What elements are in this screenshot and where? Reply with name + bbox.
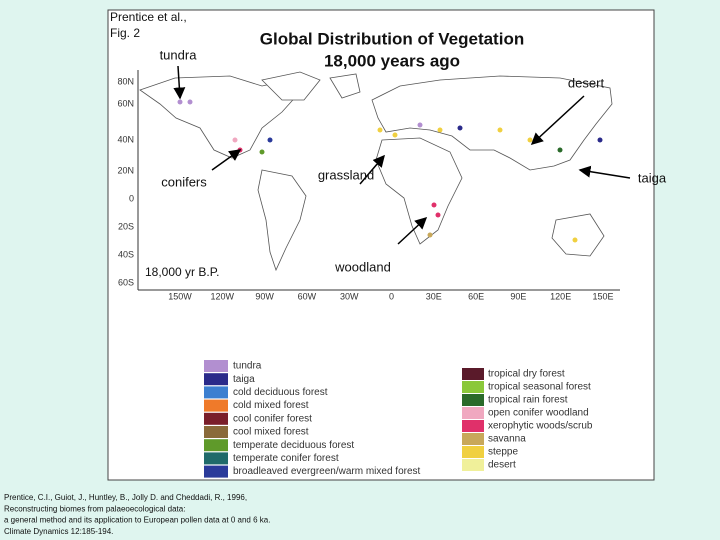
annotation: taiga xyxy=(638,170,667,185)
legend-swatch xyxy=(462,446,484,458)
legend-swatch xyxy=(462,407,484,419)
annotation: tundra xyxy=(160,47,198,62)
legend-label: cool mixed forest xyxy=(233,427,309,438)
legend-label: broadleaved evergreen/warm mixed forest xyxy=(233,466,421,477)
lon-label: 30E xyxy=(426,291,442,301)
lon-label: 60W xyxy=(298,291,317,301)
legend-label: taiga xyxy=(233,374,255,385)
arrows xyxy=(173,65,631,245)
author: Prentice et al., xyxy=(110,10,187,24)
legend-label: temperate conifer forest xyxy=(233,453,339,464)
lat-label: 40N xyxy=(117,134,134,144)
lat-label: 80N xyxy=(117,76,134,86)
lon-label: 150E xyxy=(592,291,613,301)
citation: Climate Dynamics 12:185-194. xyxy=(4,527,113,536)
legend-swatch xyxy=(204,452,228,465)
lon-label: 90E xyxy=(510,291,526,301)
legend-swatch xyxy=(204,426,228,438)
legend-swatch xyxy=(204,412,228,425)
annotation: conifers xyxy=(161,174,207,189)
citation: Prentice, C.I., Guiot, J., Huntley, B., … xyxy=(4,493,247,502)
lat-label: 60S xyxy=(118,277,134,287)
legend-label: savanna xyxy=(488,434,526,445)
annotation: grassland xyxy=(318,167,374,182)
lat-label: 60N xyxy=(117,98,134,108)
legend-label: xerophytic woods/scrub xyxy=(488,421,593,432)
lon-label: 90W xyxy=(255,291,274,301)
legend-swatch xyxy=(204,360,228,372)
legend-label: tropical rain forest xyxy=(488,395,568,406)
legend-swatch xyxy=(462,433,484,445)
legend-swatch xyxy=(462,459,484,471)
lat-label: 40S xyxy=(118,249,134,259)
title: Global Distribution of Vegetation xyxy=(260,29,524,48)
legend-swatch xyxy=(204,439,228,452)
legend-label: cool conifer forest xyxy=(233,413,312,424)
lon-label: 60E xyxy=(468,291,484,301)
legend-swatch xyxy=(204,373,228,386)
lon-label: 30W xyxy=(340,291,359,301)
lon-label: 0 xyxy=(389,291,394,301)
legend-swatch xyxy=(462,381,484,393)
legend-swatch xyxy=(462,368,484,380)
legend-swatch xyxy=(462,394,484,406)
legend-swatch xyxy=(204,399,228,412)
lat-label: 20S xyxy=(118,221,134,231)
legend-label: temperate deciduous forest xyxy=(233,440,354,451)
lon-label: 120E xyxy=(550,291,571,301)
legend-label: steppe xyxy=(488,447,518,458)
citation: a general method and its application to … xyxy=(4,516,270,525)
legend-label: cold mixed forest xyxy=(233,400,309,411)
title: 18,000 years ago xyxy=(324,51,460,70)
legend-label: open conifer woodland xyxy=(488,408,589,419)
annotation: woodland xyxy=(334,259,391,274)
lat-label: 0 xyxy=(129,193,134,203)
legend-label: cold deciduous forest xyxy=(233,387,328,398)
figure-label: Fig. 2 xyxy=(110,26,140,40)
period-label: 18,000 yr B.P. xyxy=(145,265,220,279)
lon-label: 150W xyxy=(168,291,192,301)
lat-label: 20N xyxy=(117,165,134,175)
legend-label: tundra xyxy=(233,361,262,372)
world-map xyxy=(139,71,613,272)
legend-swatch xyxy=(204,465,228,478)
legend-label: tropical seasonal forest xyxy=(488,382,591,393)
legend-swatch xyxy=(462,420,484,432)
annotation: desert xyxy=(568,75,605,90)
legend-label: desert xyxy=(488,460,516,471)
lon-label: 120W xyxy=(211,291,235,301)
citation: Reconstructing biomes from palaeoecologi… xyxy=(4,504,185,513)
legend-label: tropical dry forest xyxy=(488,369,565,380)
legend-swatch xyxy=(204,386,228,399)
